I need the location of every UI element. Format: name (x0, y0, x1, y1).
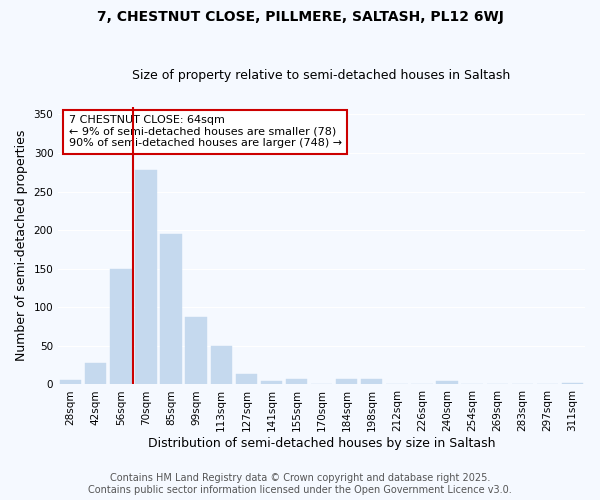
Y-axis label: Number of semi-detached properties: Number of semi-detached properties (15, 130, 28, 362)
Text: 7, CHESTNUT CLOSE, PILLMERE, SALTASH, PL12 6WJ: 7, CHESTNUT CLOSE, PILLMERE, SALTASH, PL… (97, 10, 503, 24)
Bar (336, 379, 358, 384)
Bar (136, 170, 157, 384)
Bar (361, 379, 382, 384)
Text: Contains HM Land Registry data © Crown copyright and database right 2025.
Contai: Contains HM Land Registry data © Crown c… (88, 474, 512, 495)
Title: Size of property relative to semi-detached houses in Saltash: Size of property relative to semi-detach… (133, 69, 511, 82)
Bar (185, 316, 207, 384)
Bar (236, 374, 257, 384)
Bar (60, 380, 82, 384)
X-axis label: Distribution of semi-detached houses by size in Saltash: Distribution of semi-detached houses by … (148, 437, 496, 450)
Bar (286, 379, 307, 384)
Text: 7 CHESTNUT CLOSE: 64sqm
← 9% of semi-detached houses are smaller (78)
90% of sem: 7 CHESTNUT CLOSE: 64sqm ← 9% of semi-det… (69, 115, 342, 148)
Bar (562, 383, 583, 384)
Bar (436, 382, 458, 384)
Bar (85, 363, 106, 384)
Bar (160, 234, 182, 384)
Bar (211, 346, 232, 385)
Bar (110, 269, 131, 384)
Bar (261, 380, 282, 384)
